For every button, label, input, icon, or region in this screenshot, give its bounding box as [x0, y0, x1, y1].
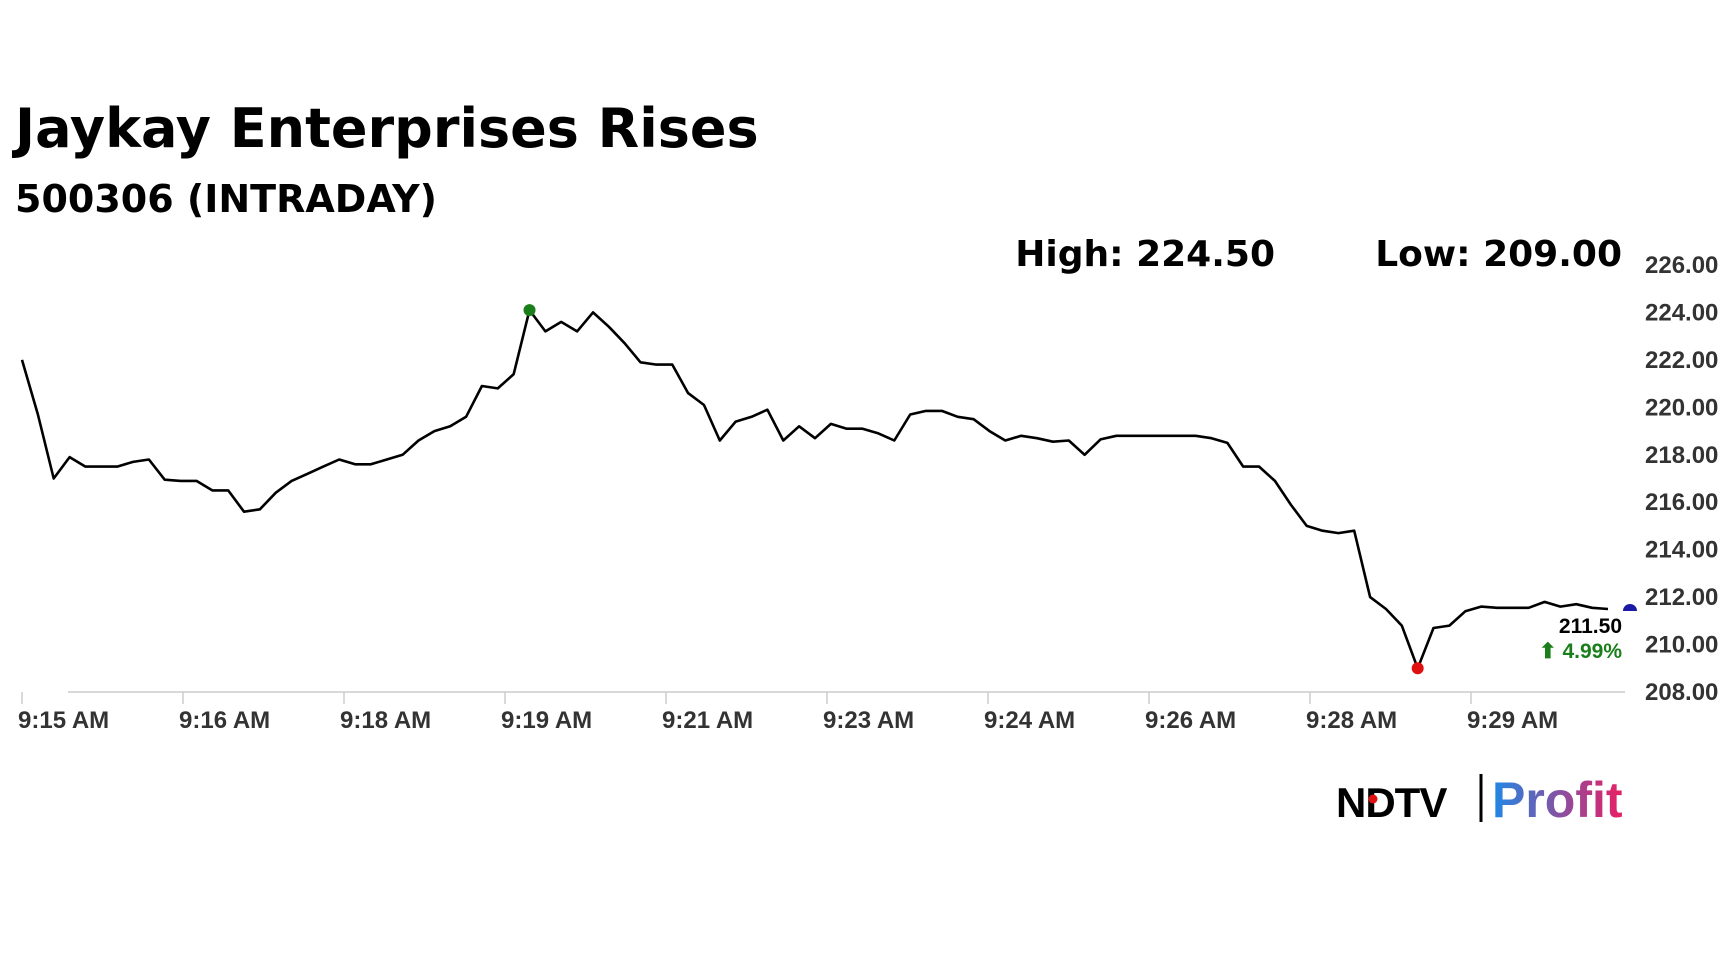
y-tick-label: 216.00 [1645, 489, 1718, 516]
x-tick-label: 9:15 AM [18, 707, 109, 734]
y-tick-label: 214.00 [1645, 537, 1718, 564]
last-price-marker [1623, 603, 1637, 611]
x-tick-label: 9:24 AM [984, 707, 1075, 734]
x-tick-label: 9:23 AM [823, 707, 914, 734]
ndtv-profit-logo: NDTV Profit [1336, 772, 1623, 828]
ndtv-logo-text: NDTV [1336, 779, 1447, 826]
chart-title: Jaykay Enterprises Rises [11, 97, 759, 160]
high-label: High: 224.50 [1015, 234, 1275, 275]
change-percent-label: ⬆ 4.99% [1539, 640, 1622, 663]
low-label: Low: 209.00 [1375, 234, 1622, 275]
y-tick-label: 224.00 [1645, 299, 1718, 326]
x-tick-label: 9:28 AM [1306, 707, 1397, 734]
x-tick-label: 9:18 AM [340, 707, 431, 734]
low-marker [1411, 662, 1424, 675]
y-tick-label: 220.00 [1645, 394, 1718, 421]
y-tick-label: 210.00 [1645, 632, 1718, 659]
y-tick-label: 218.00 [1645, 442, 1718, 469]
logo-dot [1368, 794, 1378, 804]
x-tick-label: 9:19 AM [501, 707, 592, 734]
x-tick-label: 9:21 AM [662, 707, 753, 734]
x-tick-label: 9:16 AM [179, 707, 270, 734]
y-tick-label: 222.00 [1645, 347, 1718, 374]
y-tick-label: 208.00 [1645, 679, 1718, 706]
x-tick-label: 9:26 AM [1145, 707, 1236, 734]
chart-subtitle: 500306 (INTRADAY) [15, 177, 437, 221]
y-tick-label: 226.00 [1645, 252, 1718, 279]
y-axis: 226.00 224.00 222.00 220.00 218.00 216.00 214.… [1645, 252, 1718, 706]
high-marker [523, 304, 536, 317]
last-price-label: 211.50 [1559, 615, 1622, 638]
x-tick-label: 9:29 AM [1467, 707, 1558, 734]
price-line [20, 308, 1609, 670]
x-axis: 9:15 AM 9:16 AM 9:18 AM 9:19 AM 9:21 AM 9:23 … [18, 692, 1558, 734]
y-tick-label: 212.00 [1645, 584, 1718, 611]
profit-logo-text: Profit [1492, 772, 1623, 828]
